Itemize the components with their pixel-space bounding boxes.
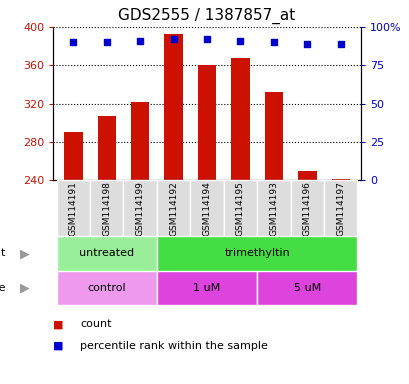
- FancyBboxPatch shape: [290, 180, 323, 236]
- Text: GSM114191: GSM114191: [69, 181, 78, 236]
- Text: 1 uM: 1 uM: [193, 283, 220, 293]
- Text: ■: ■: [53, 341, 64, 351]
- Text: count: count: [80, 319, 111, 329]
- FancyBboxPatch shape: [157, 180, 190, 236]
- Text: GSM114195: GSM114195: [236, 181, 244, 236]
- FancyBboxPatch shape: [56, 271, 157, 305]
- Text: untreated: untreated: [79, 248, 134, 258]
- Point: [237, 38, 243, 44]
- Title: GDS2555 / 1387857_at: GDS2555 / 1387857_at: [118, 8, 295, 24]
- Bar: [264, 92, 282, 180]
- FancyBboxPatch shape: [123, 180, 157, 236]
- Point: [170, 36, 176, 42]
- Text: 5 uM: 5 uM: [293, 283, 320, 293]
- Text: percentile rank within the sample: percentile rank within the sample: [80, 341, 267, 351]
- Text: GSM114199: GSM114199: [135, 181, 144, 236]
- Text: ■: ■: [53, 319, 64, 329]
- Point: [70, 39, 76, 45]
- Text: GSM114194: GSM114194: [202, 181, 211, 236]
- Bar: [297, 171, 316, 180]
- Text: agent: agent: [0, 248, 6, 258]
- FancyBboxPatch shape: [323, 180, 357, 236]
- Point: [103, 39, 110, 45]
- Text: trimethyltin: trimethyltin: [224, 248, 289, 258]
- Bar: [131, 102, 149, 180]
- Bar: [164, 34, 182, 180]
- Text: ▶: ▶: [20, 281, 29, 295]
- Bar: [97, 116, 116, 180]
- FancyBboxPatch shape: [256, 180, 290, 236]
- Point: [270, 39, 276, 45]
- Text: GSM114192: GSM114192: [169, 181, 178, 236]
- Bar: [231, 58, 249, 180]
- FancyBboxPatch shape: [223, 180, 256, 236]
- FancyBboxPatch shape: [157, 271, 256, 305]
- Text: GSM114198: GSM114198: [102, 181, 111, 236]
- Text: GSM114197: GSM114197: [335, 181, 344, 236]
- Text: ▶: ▶: [20, 247, 29, 260]
- Bar: [64, 132, 82, 180]
- FancyBboxPatch shape: [56, 180, 90, 236]
- Point: [303, 41, 310, 47]
- FancyBboxPatch shape: [256, 271, 357, 305]
- Bar: [198, 65, 216, 180]
- Point: [337, 41, 343, 47]
- Bar: [331, 179, 349, 180]
- Text: control: control: [87, 283, 126, 293]
- Text: GSM114196: GSM114196: [302, 181, 311, 236]
- FancyBboxPatch shape: [90, 180, 123, 236]
- Point: [137, 38, 143, 44]
- FancyBboxPatch shape: [157, 236, 357, 271]
- Point: [203, 36, 210, 42]
- FancyBboxPatch shape: [190, 180, 223, 236]
- FancyBboxPatch shape: [56, 236, 157, 271]
- Text: GSM114193: GSM114193: [269, 181, 278, 236]
- Text: dose: dose: [0, 283, 6, 293]
